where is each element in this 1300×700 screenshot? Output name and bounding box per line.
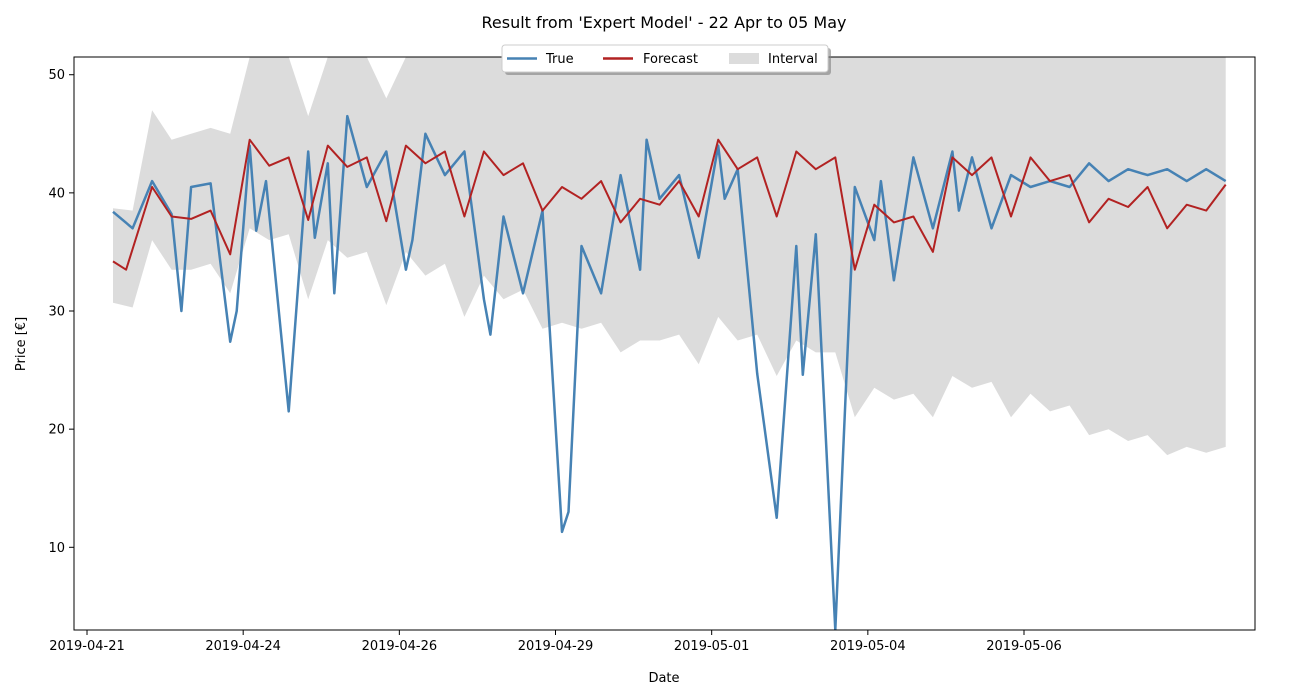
x-tick-label: 2019-05-01 xyxy=(674,639,750,654)
forecast-series-line xyxy=(112,138,1227,271)
x-tick-label: 2019-04-26 xyxy=(362,639,438,654)
plot-content xyxy=(112,57,1227,630)
legend-forecast-label: Forecast xyxy=(643,52,698,67)
y-axis-title: Price [€] xyxy=(14,317,29,371)
legend-true-label: True xyxy=(545,52,574,67)
y-axis: 10 20 30 40 50 xyxy=(48,68,74,556)
x-tick-label: 2019-04-29 xyxy=(518,639,594,654)
y-tick-label: 10 xyxy=(48,541,65,556)
y-tick-label: 30 xyxy=(48,305,65,320)
y-tick-label: 20 xyxy=(48,423,65,438)
x-tick-label: 2019-05-04 xyxy=(830,639,906,654)
x-tick-label: 2019-04-21 xyxy=(49,639,125,654)
interval-band xyxy=(113,57,1226,456)
chart-title: Result from 'Expert Model' - 22 Apr to 0… xyxy=(481,13,846,32)
plot-area xyxy=(112,57,1227,630)
legend-box xyxy=(501,44,829,73)
legend-interval-label: Interval xyxy=(768,52,818,67)
y-tick-label: 50 xyxy=(48,68,65,83)
x-tick-label: 2019-04-24 xyxy=(205,639,281,654)
legend-interval-swatch xyxy=(729,53,759,64)
x-tick-label: 2019-05-06 xyxy=(986,639,1062,654)
x-axis: 2019-04-21 2019-04-24 2019-04-26 2019-04-29… xyxy=(49,630,1062,654)
x-axis-title: Date xyxy=(648,671,679,686)
legend: True Forecast Interval xyxy=(501,44,831,75)
y-tick-label: 40 xyxy=(48,186,65,201)
true-series-line xyxy=(112,114,1227,630)
